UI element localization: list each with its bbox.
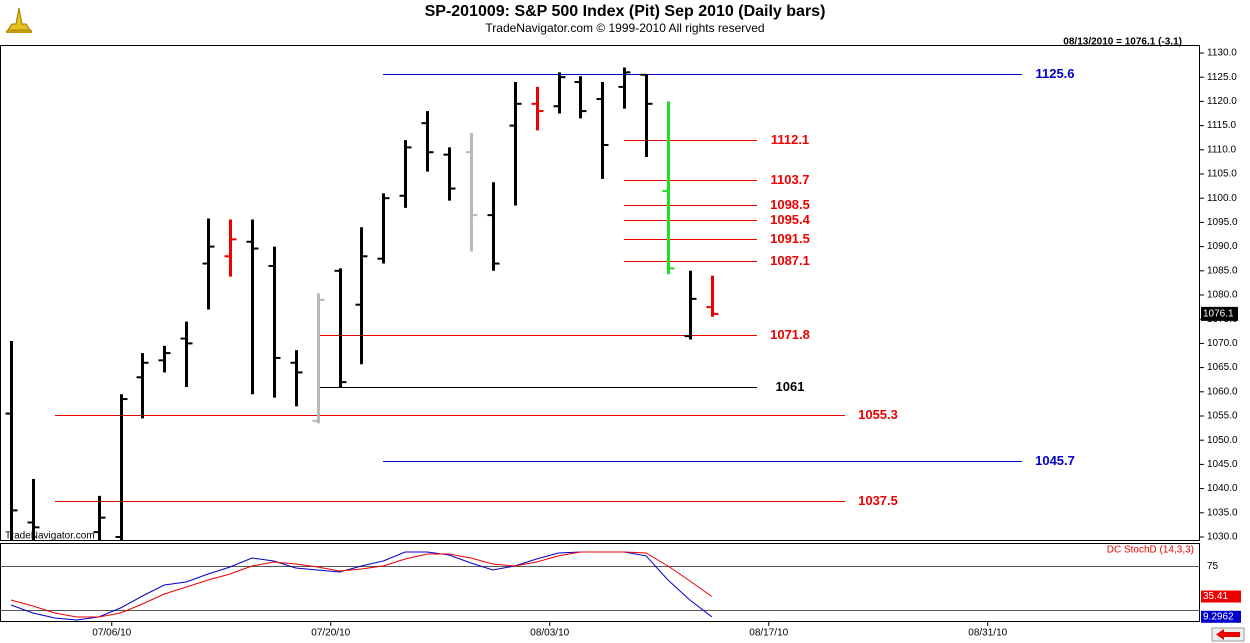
y-tick-label: 1110.0 [1207,144,1237,155]
price-bar [377,193,390,264]
level-label: 1071.8 [770,327,810,342]
price-bar [290,350,303,407]
price-bar [224,219,237,277]
price-bar [553,72,566,114]
price-bar [531,86,544,131]
scroll-arrow[interactable] [1211,627,1245,642]
level-label: 1112.1 [771,132,809,147]
y-tick-label: 1045.0 [1207,459,1238,470]
chart-title: SP-201009: S&P 500 Index (Pit) Sep 2010 … [425,3,826,20]
x-tick-label: 07/06/10 [92,628,131,639]
price-panel-frame [0,45,1200,541]
price-bar [180,321,193,387]
last-price-box [1201,306,1238,321]
level-label: 1091.5 [770,231,810,246]
level-label: 1055.3 [858,407,898,422]
price-bar [202,218,215,310]
price-bar [268,246,281,398]
y-tick-label: 1130.0 [1207,48,1237,59]
price-bar [487,182,500,271]
price-bar [706,275,719,317]
price-bar [618,67,631,109]
x-tick-label: 08/31/10 [968,628,1007,639]
x-tick-label: 07/20/10 [311,628,350,639]
x-tick-label: 08/03/10 [530,628,569,639]
price-bar [574,76,587,119]
y-tick-label: 1050.0 [1207,435,1238,446]
last-price-info: 08/13/2010 = 1076.1 (-3.1) [1063,37,1182,48]
price-bar [443,147,456,201]
last-price-label: 1076.1 [1203,309,1234,320]
y-tick-label: 1070.0 [1207,338,1238,349]
indicator-title: DC StochD (14,3,3) [1107,545,1194,556]
y-tick-label: 1065.0 [1207,362,1238,373]
indicator-y-tick-label: 75 [1207,561,1219,572]
watermark: TradeNavigator.com [5,531,95,542]
y-tick-label: 1035.0 [1207,507,1238,518]
chart-subtitle: TradeNavigator.com © 1999-2010 All right… [485,21,764,35]
y-tick-label: 1095.0 [1207,217,1238,228]
y-tick-label: 1040.0 [1207,483,1238,494]
price-bar [640,73,653,158]
y-tick-label: 1115.0 [1207,120,1237,131]
price-bar [662,101,675,275]
stoch-line [10,551,713,618]
y-tick-label: 1105.0 [1207,169,1237,180]
y-tick-label: 1090.0 [1207,241,1238,252]
level-label: 1061 [776,379,805,394]
price-bar [399,140,412,208]
price-bar [136,353,149,419]
logo [6,7,32,33]
price-bar [596,82,609,179]
price-bar [158,345,171,373]
level-label: 1037.5 [858,493,898,508]
level-label: 1045.7 [1035,453,1075,468]
level-label: 1098.5 [770,197,810,212]
price-bar [684,270,697,340]
level-label: 1095.4 [770,212,811,227]
indicator-value-label: 35.41 [1203,591,1228,602]
price-plot [5,67,1022,541]
price-bar [115,394,128,541]
y-tick-label: 1100.0 [1207,193,1237,204]
price-bar [421,111,434,172]
y-tick-label: 1120.0 [1207,96,1237,107]
y-tick-label: 1125.0 [1207,72,1237,83]
price-bar [5,340,18,541]
price-bar [93,495,106,541]
indicator-value-label: 9.2962 [1203,611,1234,622]
indicator-value-box [1201,590,1241,603]
price-bar [465,132,478,252]
price-bar [27,478,40,541]
y-tick-label: 1030.0 [1207,532,1238,543]
price-bar [246,219,259,395]
y-tick-label: 1080.0 [1207,290,1238,301]
y-tick-label: 1055.0 [1207,411,1238,422]
level-label: 1125.6 [1035,66,1074,81]
y-tick-label: 1060.0 [1207,386,1238,397]
price-bar [355,227,368,365]
price-bar [312,293,325,424]
indicator-panel-frame [0,543,1200,622]
price-bar [509,82,522,206]
level-label: 1087.1 [770,253,810,268]
price-bar [334,268,347,387]
x-tick-label: 08/17/10 [749,628,788,639]
indicator-value-box [1201,610,1241,623]
level-label: 1103.7 [770,172,809,187]
y-tick-label: 1085.0 [1207,265,1238,276]
